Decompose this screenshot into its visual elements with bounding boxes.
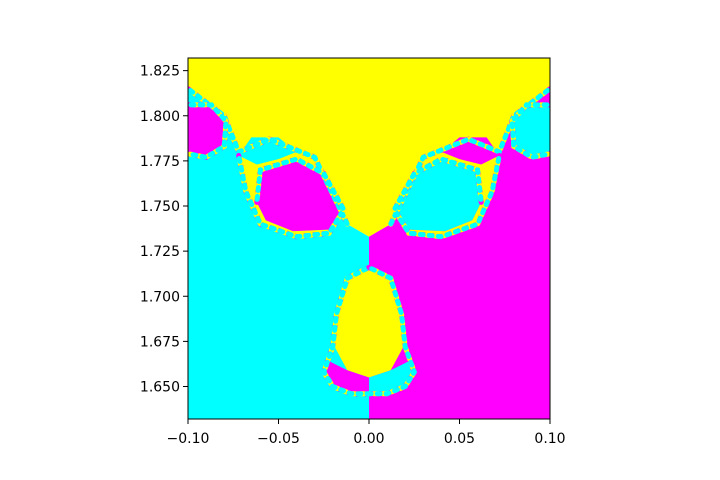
x-axis: −0.10 −0.05 0.00 0.05 0.10 — [167, 419, 566, 447]
basin-region-magenta-2 — [369, 88, 550, 419]
x-tick-label-0: −0.10 — [167, 431, 210, 447]
y-tick-label-4: 1.750 — [140, 199, 180, 215]
basin-boundary-6-cyan — [188, 102, 229, 160]
x-tick-label-4: 0.10 — [534, 431, 565, 447]
basin-boundary-3-cyan — [391, 153, 502, 240]
y-tick-label-0: 1.650 — [140, 380, 180, 396]
basin-boundary-8-cyan — [321, 264, 372, 397]
basin-region-yellow-5 — [238, 148, 333, 237]
basin-boundary-7-cyan — [509, 102, 550, 160]
basin-boundary-5-cyan — [391, 156, 484, 213]
basin-region-cyan-10 — [512, 104, 550, 158]
x-tick-label-3: 0.05 — [444, 431, 475, 447]
y-tick-label-3: 1.725 — [140, 244, 180, 260]
y-tick-label-5: 1.775 — [140, 154, 180, 170]
basin-region-cyan-1 — [188, 88, 369, 419]
y-tick-label-1: 1.675 — [140, 334, 180, 350]
y-axis: 1.650 1.675 1.700 1.725 1.750 1.775 1.800 1.825 — [140, 64, 188, 396]
x-tick-label-2: 0.00 — [353, 431, 384, 447]
basin-region-yellow-6 — [405, 148, 500, 237]
y-tick-label-6: 1.800 — [140, 109, 180, 125]
basin-boundary-4-cyan — [254, 156, 347, 213]
basin-region-yellow-0 — [188, 58, 550, 237]
y-tick-label-2: 1.700 — [140, 289, 180, 305]
x-tick-label-1: −0.05 — [257, 431, 300, 447]
y-tick-label-7: 1.825 — [140, 64, 180, 80]
plot-area — [188, 58, 550, 419]
basin-boundary-9-cyan — [366, 264, 418, 397]
basin-boundary-layer — [188, 86, 550, 397]
basin-region-yellow-11 — [334, 267, 404, 378]
basin-boundary-2-cyan — [236, 153, 347, 240]
basin-region-magenta-9 — [188, 104, 226, 158]
